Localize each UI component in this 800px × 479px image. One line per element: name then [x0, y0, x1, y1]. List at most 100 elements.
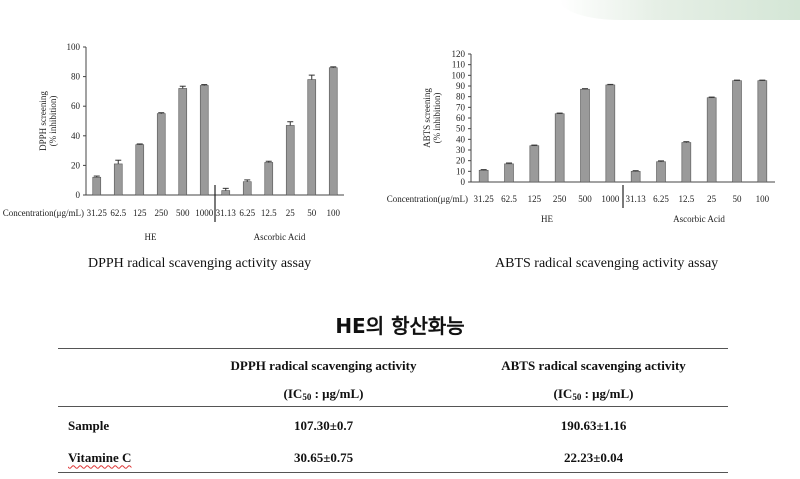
bar	[135, 144, 145, 196]
y-tick-label: 0	[461, 177, 466, 187]
x-tick-label: 500	[176, 208, 190, 218]
bar	[630, 171, 641, 183]
y-axis-label: DPPH screening (% inhibition)	[38, 91, 58, 151]
x-tick-label: 31.25	[474, 194, 495, 204]
x-axis-label: Concentration(μg/mL)	[3, 208, 84, 218]
bar	[681, 142, 692, 183]
bar	[554, 113, 565, 183]
x-tick-label: 100	[756, 194, 770, 204]
x-tick-label: 100	[327, 208, 341, 218]
x-tick-label: 50	[307, 208, 317, 218]
y-axis-subtitle: (% inhibition)	[48, 96, 58, 147]
x-tick-label: 31.13	[626, 194, 647, 204]
y-tick-label: 60	[71, 101, 81, 111]
row-dpph-value: 107.30±0.7	[293, 417, 354, 433]
bar	[706, 97, 717, 183]
y-tick-label: 80	[456, 92, 466, 102]
y-tick-label: 50	[456, 124, 466, 134]
y-tick-label: 110	[452, 60, 466, 70]
x-tick-label: 125	[133, 208, 147, 218]
y-tick-label: 0	[76, 190, 81, 200]
x-axis-label: Concentration(μg/mL)	[387, 194, 468, 204]
y-tick-label: 80	[71, 72, 81, 82]
bar	[178, 88, 188, 196]
bar	[221, 190, 231, 196]
x-tick-label: 6.25	[239, 208, 255, 218]
y-tick-label: 90	[456, 81, 466, 91]
x-tick-label: 31.25	[87, 208, 108, 218]
header-dpph: DPPH radical scavenging activity	[230, 357, 417, 373]
y-axis-title: ABTS screening	[422, 88, 432, 148]
x-tick-label: 1000	[601, 194, 620, 204]
y-tick-label: 120	[452, 49, 466, 59]
y-tick-label: 30	[456, 145, 466, 155]
bar	[478, 169, 489, 183]
group-label: HE	[145, 232, 157, 242]
group-label: HE	[541, 214, 553, 224]
unit-abts: (IC50 : μg/mL)	[553, 386, 634, 403]
x-tick-label: 12.5	[678, 194, 694, 204]
y-tick-label: 40	[71, 131, 81, 141]
group-label: Ascorbic Acid	[254, 232, 306, 242]
bar	[580, 88, 590, 183]
bar	[732, 80, 742, 183]
x-tick-label: 250	[553, 194, 567, 204]
row-abts-value: 190.63±1.16	[560, 417, 627, 433]
bar	[529, 145, 540, 183]
x-tick-label: 125	[528, 194, 542, 204]
y-tick-label: 20	[456, 156, 466, 166]
y-axis-subtitle: (% inhibition)	[432, 93, 442, 144]
y-tick-label: 20	[71, 160, 81, 170]
bar	[92, 176, 102, 196]
unit-dpph: (IC50 : μg/mL)	[283, 386, 364, 403]
y-axis-label: ABTS screening (% inhibition)	[422, 88, 442, 148]
row-label: Vitamine C	[68, 450, 132, 466]
table-row: Vitamine C 30.65±0.75 22.23±0.04	[58, 445, 728, 473]
y-tick-label: 100	[67, 42, 81, 52]
bar	[199, 85, 209, 196]
x-tick-label: 6.25	[653, 194, 669, 204]
bar	[504, 163, 514, 183]
abts-chart-title: ABTS radical scavenging activity assay	[495, 256, 719, 271]
section-heading: HE의 항산화능	[335, 314, 465, 338]
y-tick-label: 10	[456, 166, 466, 176]
bar	[242, 181, 252, 196]
x-tick-label: 1000	[195, 208, 214, 218]
bar	[328, 67, 338, 196]
x-tick-label: 31.13	[216, 208, 237, 218]
y-tick-label: 70	[456, 102, 466, 112]
x-tick-label: 25	[707, 194, 717, 204]
dpph-chart-title: DPPH radical scavenging activity assay	[88, 256, 312, 271]
table-row: Sample 107.30±0.7 190.63±1.16	[58, 407, 728, 445]
x-tick-label: 50	[733, 194, 743, 204]
bar	[285, 125, 295, 196]
y-tick-label: 40	[456, 134, 466, 144]
bar	[113, 163, 123, 196]
x-tick-label: 250	[155, 208, 169, 218]
ic50-results-table: DPPH radical scavenging activity ABTS ra…	[58, 348, 728, 473]
table-header-row: DPPH radical scavenging activity ABTS ra…	[58, 348, 728, 383]
y-tick-label: 100	[452, 70, 466, 80]
table-unit-row: (IC50 : μg/mL) (IC50 : μg/mL)	[58, 383, 728, 407]
row-label: Sample	[68, 417, 110, 433]
header-abts: ABTS radical scavenging activity	[501, 357, 686, 373]
decorative-banner	[560, 0, 800, 20]
bar	[307, 79, 317, 196]
row-abts-value: 22.23±0.04	[563, 450, 624, 466]
row-dpph-value: 30.65±0.75	[293, 450, 354, 466]
bar	[656, 161, 666, 183]
x-tick-label: 25	[286, 208, 296, 218]
x-tick-label: 500	[578, 194, 592, 204]
bar	[757, 80, 768, 183]
bar	[264, 162, 274, 196]
y-axis-title: DPPH screening	[38, 91, 48, 151]
bar	[156, 113, 166, 196]
bar	[605, 84, 616, 183]
dpph-bar-chart: 0 20 40 60 80 100 DPPH screening (% inhibition)…	[3, 42, 344, 242]
y-tick-label: 60	[456, 113, 466, 123]
group-label: Ascorbic Acid	[673, 214, 725, 224]
x-tick-label: 62.5	[110, 208, 126, 218]
x-tick-label: 62.5	[501, 194, 517, 204]
x-tick-label: 12.5	[261, 208, 277, 218]
